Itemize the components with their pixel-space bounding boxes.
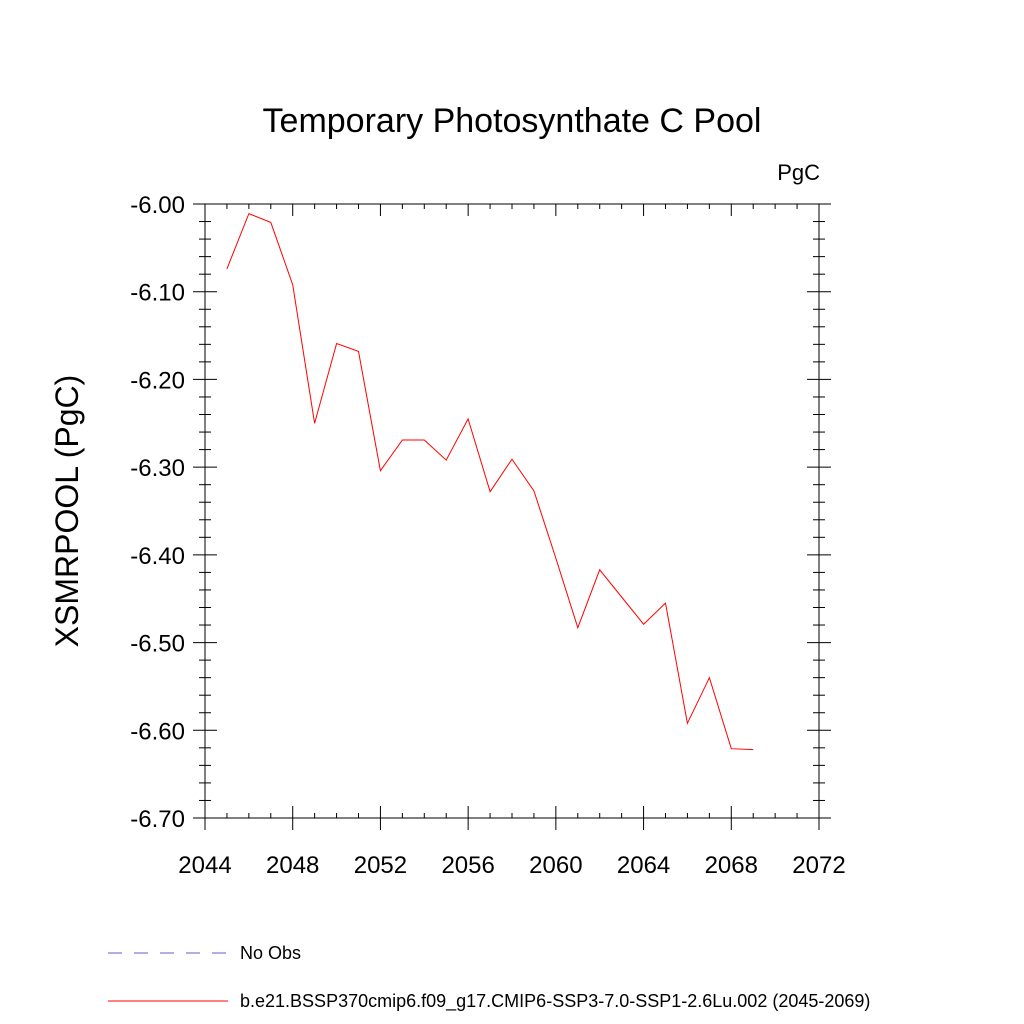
x-tick-label: 2056 — [441, 852, 494, 879]
y-tick-label: -6.10 — [130, 280, 185, 307]
y-tick-label: -6.70 — [130, 806, 185, 833]
y-tick-label: -6.60 — [130, 718, 185, 745]
plot-frame — [204, 203, 820, 819]
x-tick-label: 2060 — [529, 852, 582, 879]
units-label: PgC — [777, 160, 820, 185]
y-tick-label: -6.30 — [130, 455, 185, 482]
x-tick-label: 2064 — [617, 852, 670, 879]
x-tick-label: 2072 — [792, 852, 845, 879]
series-line — [226, 212, 754, 751]
legend-label-model-run: b.e21.BSSP370cmip6.f09_g17.CMIP6-SSP3-7.… — [240, 991, 870, 1012]
series-lines — [226, 212, 754, 751]
y-tick-label: -6.00 — [130, 192, 185, 219]
axis-ticks — [193, 203, 831, 830]
x-tick-label: 2068 — [705, 852, 758, 879]
tick-labels: 2044 2048 2052 2056 2060 2064 2068 2072 -6.00 -6.… — [130, 192, 845, 879]
y-tick-label: -6.50 — [130, 631, 185, 658]
chart-title: Temporary Photosynthate C Pool — [263, 102, 762, 140]
y-tick-label: -6.20 — [130, 367, 185, 394]
x-tick-label: 2052 — [354, 852, 407, 879]
x-tick-label: 2044 — [178, 852, 231, 879]
y-tick-label: -6.40 — [130, 543, 185, 570]
legend-label-no-obs: No Obs — [240, 943, 301, 963]
x-tick-label: 2048 — [266, 852, 319, 879]
y-axis-label: XSMRPOOL (PgC) — [49, 375, 85, 648]
legend: No Obs b.e21.BSSP370cmip6.f09_g17.CMIP6-… — [108, 943, 870, 1012]
